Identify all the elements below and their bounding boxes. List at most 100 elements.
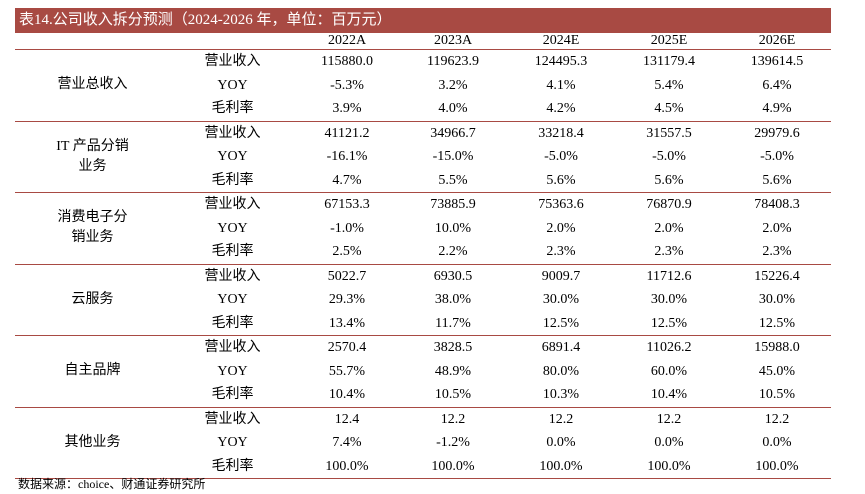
value-cell: 3.2%	[438, 77, 468, 93]
value-cell: 10.0%	[434, 220, 472, 236]
segment-name-line: 云服务	[71, 291, 114, 307]
segment-name-cell: IT 产品分销 业务	[15, 121, 170, 193]
value-cell: 60.0%	[650, 363, 688, 379]
table-row: 云服务 营业收入 5022.7 6930.5 9009.7 11712.6 15226.4	[15, 264, 831, 307]
metric-label-cell: 毛利率	[211, 458, 254, 474]
header-metric-cell	[170, 33, 295, 50]
value-cell: 48.9%	[434, 363, 472, 379]
value-cell: 76870.9	[646, 197, 692, 212]
value-cell: 131179.4	[643, 54, 695, 69]
value-cell: 38.0%	[434, 292, 472, 307]
metric-label-cell: 毛利率	[211, 101, 254, 116]
value-cell: 10.3%	[542, 387, 580, 402]
value-cell: 9009.7	[541, 268, 581, 284]
table-row: 营业总收入 营业收入 115880.0 119623.9 124495.3 131179.…	[15, 50, 831, 92]
value-cell: 2.3%	[762, 244, 792, 259]
table-body: 营业总收入 营业收入 115880.0 119623.9 124495.3 131179.…	[15, 50, 831, 479]
revenue-forecast-table: 2022A 2023A 2024E 2025E 2026E 营业总收入 营业收入 1…	[15, 33, 831, 479]
value-cell: 78408.3	[754, 197, 800, 212]
metric-label-cell: YOY	[217, 77, 248, 93]
value-cell: 67153.3	[324, 197, 370, 212]
value-cell: 6891.4	[541, 340, 581, 355]
value-cell: 31557.5	[646, 125, 692, 141]
value-cell: 12.4	[334, 411, 360, 427]
value-cell: 4.5%	[654, 101, 684, 116]
header-2024e: 2024E	[542, 33, 580, 48]
segment-name-line: 营业总收入	[57, 77, 128, 93]
value-cell: 4.1%	[546, 77, 576, 93]
value-cell: 2.5%	[332, 244, 362, 259]
value-cell: 10.4%	[328, 387, 366, 402]
value-cell: 0.0%	[654, 435, 684, 450]
value-cell: 139614.5	[750, 54, 804, 69]
table-row: YOY -5.3% 3.2% 4.1% 5.4% 6.4%	[15, 74, 831, 98]
table-row: 毛利率 4.7% 5.5% 5.6% 5.6% 5.6%	[15, 169, 831, 193]
value-cell: 12.5%	[542, 315, 580, 331]
value-cell: 5022.7	[327, 268, 367, 284]
value-cell: 100.0%	[325, 458, 369, 474]
value-cell: 4.9%	[762, 101, 792, 116]
value-cell: 12.2	[548, 411, 574, 427]
metric-label-cell: YOY	[217, 149, 248, 164]
header-row: 2022A 2023A 2024E 2025E 2026E	[15, 33, 831, 50]
table-row: YOY 55.7% 48.9% 80.0% 60.0% 45.0%	[15, 360, 831, 384]
value-cell: -5.0%	[544, 149, 578, 164]
value-cell: 10.5%	[434, 387, 472, 402]
value-cell: 5.6%	[654, 172, 684, 188]
value-cell: 11712.6	[646, 268, 692, 284]
value-cell: 5.6%	[546, 172, 576, 188]
table-row: 毛利率 10.4% 10.5% 10.3% 10.4% 10.5%	[15, 383, 831, 407]
value-cell: 2.2%	[438, 244, 468, 259]
value-cell: 15988.0	[754, 340, 800, 355]
value-cell: -1.2%	[436, 435, 470, 450]
segment-name-line: 自主品牌	[64, 363, 121, 379]
value-cell: 2.3%	[654, 244, 684, 259]
value-cell: 11.7%	[435, 315, 471, 331]
value-cell: 10.4%	[650, 387, 688, 402]
segment-name-line: IT 产品分销	[56, 138, 129, 154]
value-cell: 12.2	[440, 411, 466, 427]
segment-name-cell: 云服务	[15, 264, 170, 336]
metric-label-cell: YOY	[217, 435, 248, 450]
value-cell: 55.7%	[328, 363, 366, 379]
table-row: 消费电子分 销业务 营业收入 67153.3 73885.9 75363.6 76870.9…	[15, 193, 831, 245]
segment-name-line: 消费电子分	[57, 210, 128, 226]
value-cell: 2.0%	[762, 220, 792, 236]
value-cell: 34966.7	[430, 125, 476, 141]
value-cell: 41121.2	[324, 125, 370, 141]
value-cell: 73885.9	[430, 197, 476, 212]
value-cell: 100.0%	[431, 458, 475, 474]
table-row: 毛利率 3.9% 4.0% 4.2% 4.5% 4.9%	[15, 97, 831, 121]
value-cell: 6930.5	[433, 268, 473, 284]
value-cell: 0.0%	[546, 435, 576, 450]
value-cell: -5.0%	[760, 149, 794, 164]
segment-name-cell: 自主品牌	[15, 336, 170, 408]
value-cell: -15.0%	[432, 149, 474, 164]
metric-label-cell: 营业收入	[204, 411, 261, 427]
value-cell: 100.0%	[539, 458, 583, 474]
value-cell: 75363.6	[538, 197, 584, 212]
value-cell: 29.3%	[328, 292, 366, 307]
metric-label-cell: YOY	[217, 363, 248, 379]
value-cell: 6.4%	[762, 77, 792, 93]
value-cell: -5.3%	[330, 77, 364, 93]
value-cell: 3.9%	[332, 101, 362, 116]
value-cell: 100.0%	[755, 458, 799, 474]
metric-label-cell: YOY	[217, 292, 248, 307]
value-cell: 4.7%	[332, 172, 362, 188]
value-cell: 45.0%	[758, 363, 796, 379]
metric-label-cell: 营业收入	[204, 340, 261, 355]
metric-label-cell: YOY	[217, 220, 248, 236]
value-cell: 5.4%	[654, 77, 684, 93]
value-cell: 12.2	[656, 411, 682, 427]
metric-label-cell: 营业收入	[204, 197, 261, 212]
segment-name-cell: 其他业务	[15, 407, 170, 479]
value-cell: 0.0%	[762, 435, 792, 450]
metric-label-cell: 营业收入	[204, 54, 261, 69]
value-cell: 2.0%	[546, 220, 576, 236]
source-note: 数据来源：choice、财通证券研究所	[18, 477, 206, 491]
value-cell: -16.1%	[326, 149, 368, 164]
header-2023a: 2023A	[433, 33, 473, 48]
table-header: 2022A 2023A 2024E 2025E 2026E	[15, 33, 831, 50]
metric-label-cell: 营业收入	[204, 125, 261, 141]
